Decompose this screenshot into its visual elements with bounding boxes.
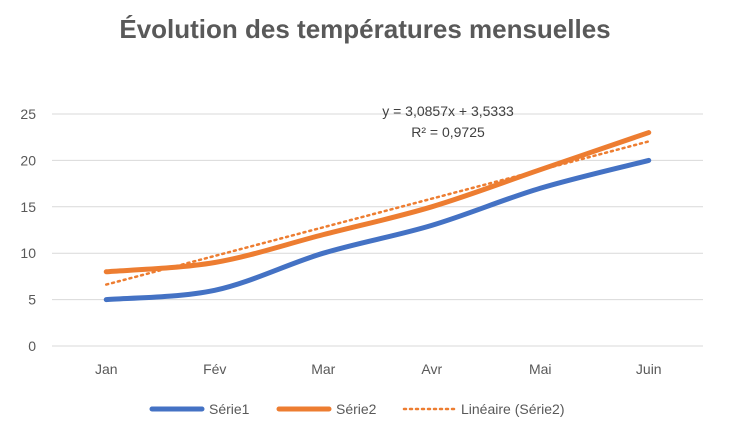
series-line-2 [103, 130, 652, 275]
series-line-1 [103, 157, 652, 303]
x-axis: Jan Fév Mar Avr Mai Juin [95, 361, 662, 377]
series-layer [103, 130, 652, 303]
x-tick-label: Juin [636, 361, 662, 377]
y-tick-label: 0 [28, 338, 36, 354]
x-tick-label: Mai [529, 361, 552, 377]
x-tick-label: Jan [95, 361, 118, 377]
y-tick-label: 15 [20, 199, 36, 215]
x-tick-label: Avr [421, 361, 442, 377]
legend-label: Série1 [209, 401, 250, 417]
gridlines [52, 113, 703, 347]
chart-title: Évolution des températures mensuelles [119, 14, 610, 44]
legend: Série1 Série2 Linéaire (Série2) [149, 401, 565, 417]
x-tick-label: Fév [203, 361, 226, 377]
trendline-r2: R² = 0,9725 [411, 124, 485, 140]
legend-label: Série2 [336, 401, 377, 417]
y-axis: 0 5 10 15 20 25 [20, 106, 36, 354]
y-tick-label: 20 [20, 152, 36, 168]
x-tick-label: Mar [311, 361, 335, 377]
y-tick-label: 10 [20, 245, 36, 261]
trendline-equation: y = 3,0857x + 3,5333 [382, 103, 514, 119]
y-tick-label: 5 [28, 292, 36, 308]
y-tick-label: 25 [20, 106, 36, 122]
legend-label: Linéaire (Série2) [461, 401, 565, 417]
